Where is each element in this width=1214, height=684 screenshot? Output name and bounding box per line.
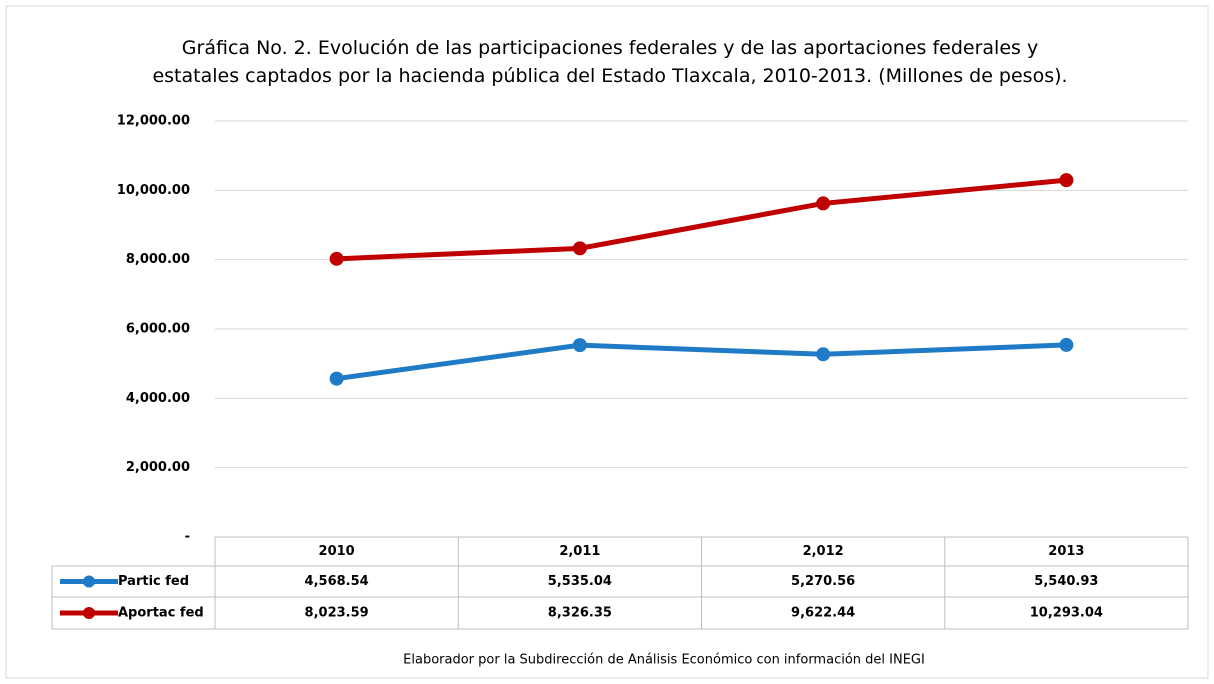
legend-marker: [83, 575, 95, 588]
table-value: 8,326.35: [548, 606, 612, 621]
table-value: 4,568.54: [305, 574, 369, 589]
y-tick-label: 6,000.00: [126, 322, 190, 337]
data-point: [329, 251, 344, 266]
data-point: [572, 241, 587, 256]
table-value: 5,540.93: [1034, 574, 1098, 589]
table-value: 5,270.56: [791, 574, 855, 589]
legend-marker: [83, 607, 95, 619]
x-tick-label: 2,012: [803, 544, 844, 559]
y-tick-label: 4,000.00: [126, 391, 190, 406]
series-line: [336, 342, 1067, 382]
source-note: Elaborador por la Subdirección de Anális…: [403, 653, 925, 668]
data-point: [1059, 173, 1074, 188]
table-value: 5,535.04: [548, 574, 612, 589]
data-point: [1059, 337, 1074, 352]
y-tick-label: 8,000.00: [126, 252, 190, 267]
data-point: [816, 196, 831, 211]
chart-title: Gráfica No. 2. Evolución de las particip…: [152, 37, 1068, 87]
data-point: [816, 347, 831, 362]
table-value: 9,622.44: [791, 606, 855, 621]
y-tick-label: -: [185, 530, 190, 545]
table-value: 10,293.04: [1030, 606, 1103, 621]
data-point: [329, 371, 344, 386]
y-tick-label: 2,000.00: [126, 460, 190, 475]
table-value: 8,023.59: [305, 606, 369, 621]
x-tick-label: 2013: [1048, 544, 1084, 559]
series-line: [336, 177, 1067, 262]
legend-label: Partic fed: [118, 574, 189, 589]
y-tick-label: 10,000.00: [117, 183, 190, 198]
x-tick-label: 2010: [319, 544, 355, 559]
legend-label: Aportac fed: [118, 606, 204, 621]
x-tick-label: 2,011: [559, 544, 600, 559]
chart-frame: [5, 5, 1209, 679]
y-tick-label: 12,000.00: [117, 114, 190, 129]
data-point: [572, 338, 587, 353]
